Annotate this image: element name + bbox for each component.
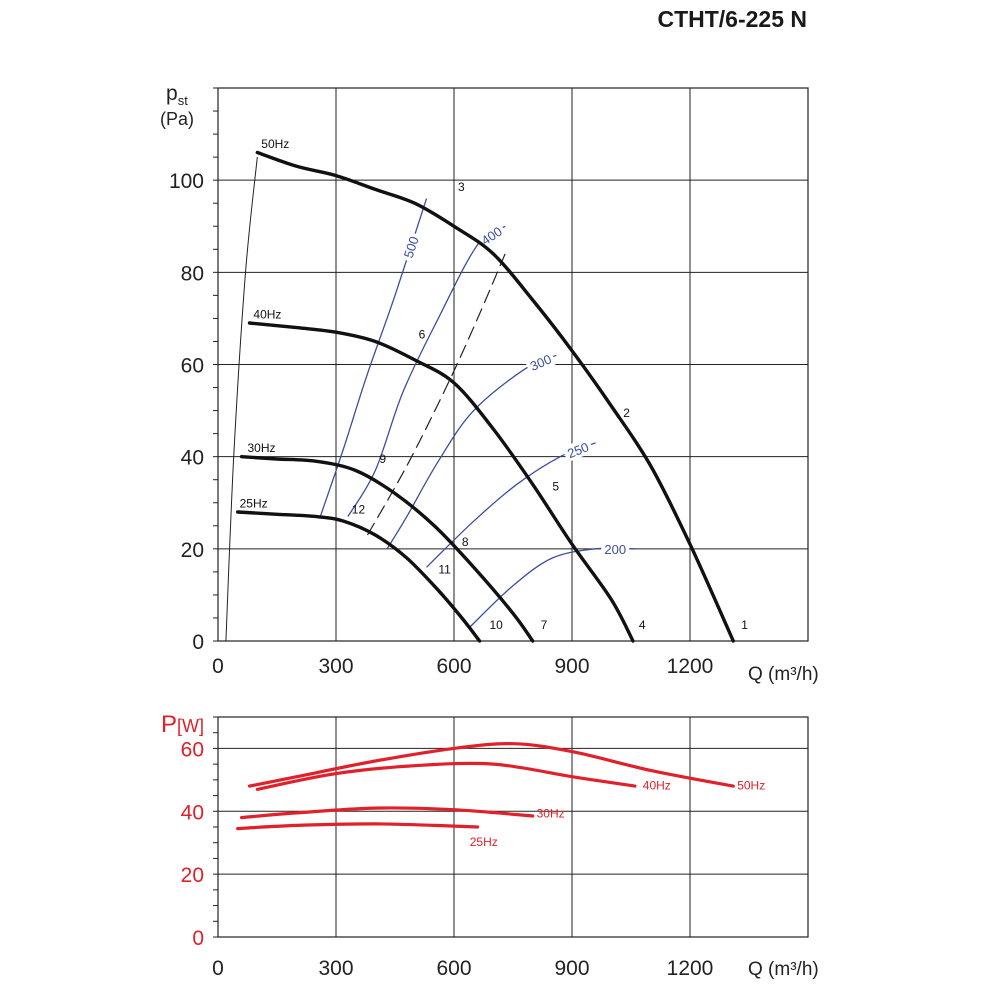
operating-point-label-1: 1 (741, 618, 748, 632)
power-curve-50Hz (247, 742, 735, 788)
flow-axis-label-top: Q (m³/h) (748, 664, 819, 685)
power-y-tick-label: 0 (192, 927, 204, 950)
pressure-y-tick-label: 0 (192, 631, 204, 654)
pressure-y-tick-label: 40 (181, 447, 204, 470)
pressure-y-tick-label: 20 (181, 539, 204, 562)
flow-axis-label-bottom: Q (m³/h) (748, 959, 819, 980)
pressure-curve-label-25Hz: 25Hz (240, 496, 268, 510)
operating-point-label-7: 7 (541, 618, 548, 632)
pressure-plot-marks: 500 40030025020050Hz40Hz30Hz25Hz123456789… (225, 137, 748, 643)
pressure-x-tick-label: 600 (436, 655, 471, 678)
power-x-tick-label: 300 (318, 957, 353, 980)
efficiency-curve-400 (347, 225, 506, 517)
pressure-curve-40Hz (247, 321, 635, 643)
pressure-curve-label-40Hz: 40Hz (253, 307, 281, 321)
power-curve-40Hz (255, 761, 637, 791)
operating-point-label-8: 8 (462, 535, 469, 549)
efficiency-label-200: 200 (604, 542, 626, 557)
power-axis-label: P[W] (161, 711, 204, 738)
power-curve-30Hz (240, 806, 535, 820)
pressure-y-tick-label: 100 (169, 170, 204, 193)
efficiency-label-bg (398, 231, 423, 263)
pressure-x-tick-label: 0 (212, 655, 224, 678)
pressure-x-tick-label: 300 (318, 655, 353, 678)
pressure-x-tick-label: 900 (554, 655, 589, 678)
operating-point-label-6: 6 (419, 327, 426, 341)
pressure-curve-label-30Hz: 30Hz (248, 441, 276, 455)
efficiency-label-500: 500 (401, 234, 422, 259)
pressure-curve-30Hz (239, 455, 535, 643)
operating-point-label-12: 12 (352, 503, 366, 517)
operating-point-label-11: 11 (438, 562, 451, 576)
efficiency-label-bg (475, 221, 508, 250)
pressure-axis-label: pst (166, 82, 188, 108)
dashed-curve (366, 253, 506, 536)
power-plot-frame (217, 716, 809, 938)
pressure-curve-50Hz (255, 150, 735, 643)
power-x-tick-label: 600 (436, 957, 471, 980)
power-y-tick-label: 60 (181, 738, 204, 761)
system-curve (225, 157, 258, 642)
power-curve-label-40Hz: 40Hz (643, 778, 671, 792)
power-x-tick-label: 1200 (667, 957, 714, 980)
power-curve-label-25Hz: 25Hz (470, 835, 498, 849)
power-y-tick-label: 40 (181, 801, 204, 824)
operating-point-label-4: 4 (639, 618, 646, 632)
efficiency-label-bg (601, 540, 630, 557)
pressure-curve-label-50Hz: 50Hz (261, 137, 289, 151)
chart-title: CTHT/6-225 N (657, 6, 807, 32)
power-x-tick-label: 0 (212, 957, 224, 980)
pressure-y-tick-label: 60 (181, 355, 204, 378)
efficiency-curve-300 (386, 354, 557, 550)
power-plot-marks: 50Hz 40Hz 30Hz 25Hz (236, 742, 765, 849)
pressure-axis-unit: (Pa) (160, 109, 194, 129)
operating-point-label-5: 5 (552, 480, 559, 494)
pressure-y-tick-label: 80 (181, 262, 204, 285)
power-curve-label-30Hz: 30Hz (537, 807, 565, 821)
power-y-tick-label: 20 (181, 864, 204, 887)
pressure-x-tick-label: 1200 (667, 655, 714, 678)
operating-point-label-2: 2 (623, 406, 630, 420)
power-plot-grid: 0 300 600 900 1200 0 20 40 60 (181, 716, 809, 980)
efficiency-label-250: 250 (565, 439, 591, 461)
operating-point-label-3: 3 (458, 180, 465, 194)
power-curve-label-50Hz: 50Hz (737, 778, 765, 792)
efficiency-curve-200 (469, 547, 635, 628)
power-x-tick-label: 900 (554, 957, 589, 980)
efficiency-label-bg (524, 349, 557, 376)
power-curve-25Hz (236, 822, 480, 831)
operating-point-label-9: 9 (379, 452, 386, 466)
efficiency-label-bg (561, 437, 594, 463)
operating-point-label-10: 10 (489, 618, 503, 632)
pressure-curve-25Hz (236, 510, 482, 643)
